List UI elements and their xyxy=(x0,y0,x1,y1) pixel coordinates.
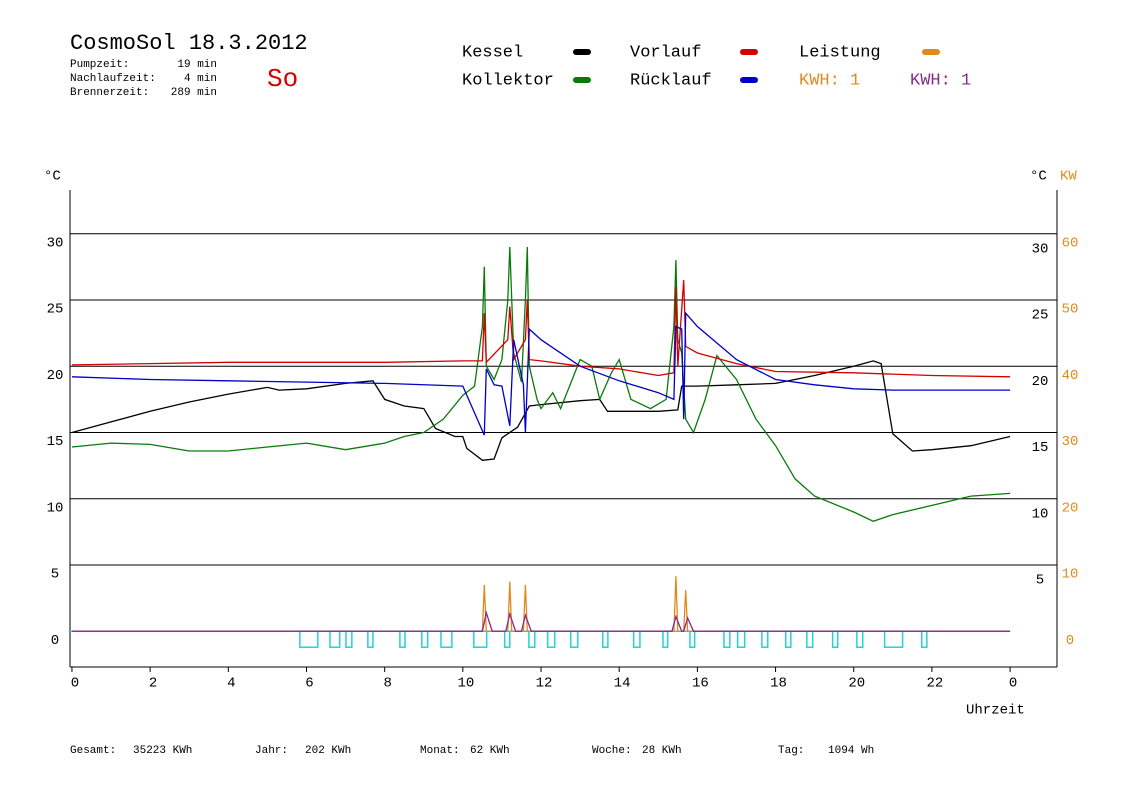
total-value: 62 KWh xyxy=(470,745,510,757)
total-label: Gesamt: xyxy=(70,745,116,757)
x-tick-label: 0 xyxy=(1009,676,1017,692)
y-tick-label: 20 xyxy=(47,368,64,384)
series-line xyxy=(71,360,1011,461)
y2-tick-label: 40 xyxy=(1062,368,1079,384)
series-line xyxy=(71,311,1011,436)
stat-value: 4 min xyxy=(184,73,217,85)
legend-label: Rücklauf xyxy=(630,71,712,90)
y2-tick-label: 20 xyxy=(1062,500,1079,516)
y-tick-label: 30 xyxy=(47,235,64,251)
total-label: Jahr: xyxy=(255,745,288,757)
x-tick-label: 14 xyxy=(614,676,631,692)
series-line xyxy=(72,610,1011,632)
stat-label: Nachlaufzeit: xyxy=(70,73,156,85)
legend-label: Leistung xyxy=(799,43,881,62)
legend-label: KWH: 1 xyxy=(910,71,971,90)
total-label: Woche: xyxy=(592,745,632,757)
x-tick-label: 6 xyxy=(305,676,313,692)
x-tick-label: 12 xyxy=(536,676,553,692)
x-tick-label: 0 xyxy=(71,676,79,692)
chart-title: CosmoSol 18.3.2012 xyxy=(70,31,308,56)
y-tick-label: 0 xyxy=(51,633,59,649)
x-tick-label: 18 xyxy=(770,676,787,692)
y-right-tick-label: 15 xyxy=(1032,440,1049,456)
x-tick-label: 16 xyxy=(692,676,709,692)
y-tick-label: 15 xyxy=(47,434,64,450)
legend-label: Kollektor xyxy=(462,71,554,90)
day-label: So xyxy=(267,64,298,94)
legend-label: Kessel xyxy=(462,43,523,62)
stat-label: Brennerzeit: xyxy=(70,87,149,99)
kwh-label: KWH: 1 xyxy=(799,71,860,90)
y2-tick-label: 10 xyxy=(1062,567,1079,583)
legend-label: Vorlauf xyxy=(630,43,701,62)
series-line xyxy=(71,246,1011,523)
y-unit: °C xyxy=(44,169,61,185)
total-label: Tag: xyxy=(778,745,804,757)
y-tick-label: 25 xyxy=(47,302,64,318)
y-tick-label: 5 xyxy=(51,567,59,583)
total-value: 202 KWh xyxy=(305,745,351,757)
total-label: Monat: xyxy=(420,745,460,757)
stat-value: 289 min xyxy=(171,87,217,99)
total-value: 35223 KWh xyxy=(133,745,192,757)
total-value: 1094 Wh xyxy=(828,745,874,757)
y-right-tick-label: 25 xyxy=(1032,308,1049,324)
series-line xyxy=(71,280,1011,378)
y-right-tick-label: 5 xyxy=(1036,573,1044,589)
x-tick-label: 8 xyxy=(383,676,391,692)
y2-unit: KW xyxy=(1060,169,1077,185)
x-tick-label: 20 xyxy=(848,676,865,692)
y2-tick-label: 50 xyxy=(1062,302,1079,318)
total-value: 28 KWh xyxy=(642,745,682,757)
y-right-tick-label: 30 xyxy=(1032,241,1049,257)
stat-label: Pumpzeit: xyxy=(70,59,129,71)
x-axis-label: Uhrzeit xyxy=(966,703,1025,719)
x-tick-label: 10 xyxy=(457,676,474,692)
x-tick-label: 4 xyxy=(227,676,235,692)
y-right-tick-label: 20 xyxy=(1032,374,1049,390)
y-tick-label: 10 xyxy=(47,500,64,516)
x-tick-label: 2 xyxy=(149,676,157,692)
y-right-tick-label: 10 xyxy=(1032,506,1049,522)
stat-value: 19 min xyxy=(177,59,217,71)
y2-tick-label: 30 xyxy=(1062,434,1079,450)
y2-tick-label: 60 xyxy=(1062,235,1079,251)
x-tick-label: 22 xyxy=(927,676,944,692)
y2-tick-label: 0 xyxy=(1066,633,1074,649)
y-right-unit: °C xyxy=(1030,169,1047,185)
